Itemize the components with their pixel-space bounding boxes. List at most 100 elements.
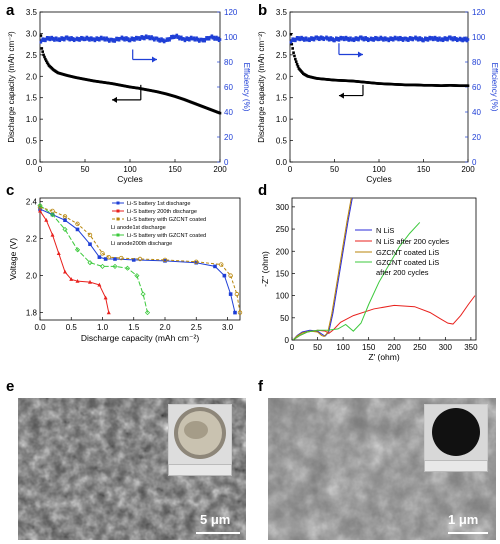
x-tick-label: 100 xyxy=(372,165,386,174)
data-point xyxy=(189,35,193,39)
y-tick-label: 0 xyxy=(285,336,290,345)
legend-label: N LiS xyxy=(376,226,394,235)
sem-image-f: 1 μm xyxy=(268,398,496,540)
data-point xyxy=(346,36,350,40)
data-point xyxy=(335,38,339,42)
y2-axis-label: Efficiency (%) xyxy=(490,63,499,112)
data-point xyxy=(237,310,243,315)
data-point xyxy=(436,39,440,42)
data-point xyxy=(414,35,417,39)
data-point xyxy=(83,38,87,42)
data-point xyxy=(444,38,448,41)
data-point xyxy=(44,217,49,222)
data-point xyxy=(423,38,426,41)
data-point xyxy=(406,37,409,40)
data-point xyxy=(57,37,61,40)
legend-label: GZCNT coated LiS xyxy=(376,258,439,267)
x-tick-label: 250 xyxy=(413,343,427,352)
data-point xyxy=(396,36,399,39)
data-point xyxy=(299,37,302,40)
series-group xyxy=(292,198,476,340)
data-point xyxy=(99,263,106,269)
series-line-3 xyxy=(292,198,352,340)
data-point xyxy=(100,251,105,256)
y-tick-label: 1.8 xyxy=(26,309,38,318)
y-axis-label: -Z" (ohm) xyxy=(260,251,270,287)
data-point xyxy=(122,36,125,40)
y-tick-label: 3.0 xyxy=(26,29,38,38)
data-point xyxy=(399,38,403,41)
data-point xyxy=(450,36,454,40)
data-point xyxy=(44,57,47,61)
y-axis-label: Discharge capacity (mAh cm⁻²) xyxy=(257,31,266,143)
legend-label: Li anode200th discharge xyxy=(111,241,172,247)
data-point xyxy=(62,214,68,219)
data-point xyxy=(309,37,312,41)
x-tick-label: 50 xyxy=(330,165,339,174)
data-point xyxy=(112,38,116,41)
data-point xyxy=(302,39,306,42)
efficiency-arrow-head xyxy=(357,51,363,58)
data-point xyxy=(391,36,394,40)
data-point xyxy=(48,38,52,42)
data-point xyxy=(445,36,448,40)
data-point xyxy=(87,232,93,238)
data-point xyxy=(438,36,441,40)
y-tick-label: 2.2 xyxy=(26,235,38,244)
legend-marker xyxy=(116,217,120,221)
data-point xyxy=(63,37,67,40)
panel-label-b: b xyxy=(258,2,268,19)
data-point xyxy=(465,39,469,43)
y2-tick-label: 80 xyxy=(224,58,233,67)
panel-label-d: d xyxy=(258,182,268,199)
data-point xyxy=(92,37,96,41)
data-point xyxy=(329,36,333,39)
data-point xyxy=(298,38,302,42)
data-point xyxy=(66,37,70,41)
data-point xyxy=(50,35,53,39)
data-point xyxy=(210,34,214,38)
data-point xyxy=(69,277,74,281)
legend-marker xyxy=(116,233,120,237)
data-point xyxy=(71,38,74,42)
data-point xyxy=(289,32,293,36)
data-point xyxy=(462,38,465,41)
data-point xyxy=(205,36,208,39)
data-point xyxy=(40,39,44,42)
data-point xyxy=(319,35,323,39)
data-point xyxy=(367,39,370,43)
data-point xyxy=(373,37,376,41)
data-point xyxy=(194,259,199,264)
data-point xyxy=(180,35,183,39)
data-point xyxy=(95,36,98,39)
data-point xyxy=(132,36,135,40)
data-point xyxy=(317,36,320,39)
data-point xyxy=(234,291,240,297)
data-point xyxy=(202,37,206,41)
y-tick-label: 2.5 xyxy=(276,51,288,60)
chart-a: 0.0 0.5 1.0 1.5 2.0 2.5 3.0 3.5 0 20 40 60 80 100 120 0… xyxy=(7,8,251,184)
data-point xyxy=(459,38,463,42)
x-tick-label: 2.0 xyxy=(159,323,171,332)
y-tick-label: 1.5 xyxy=(276,94,288,103)
data-point xyxy=(429,37,432,41)
data-point xyxy=(228,292,233,296)
data-point xyxy=(310,36,313,39)
data-point xyxy=(339,35,343,39)
data-point xyxy=(293,37,296,41)
data-point xyxy=(463,36,466,40)
data-point xyxy=(390,38,393,42)
data-point xyxy=(103,295,108,300)
data-point xyxy=(43,55,46,59)
data-point xyxy=(215,35,218,39)
data-point xyxy=(137,256,143,262)
x-tick-label: 150 xyxy=(168,165,182,174)
data-point xyxy=(88,39,91,42)
data-point xyxy=(152,36,155,40)
data-point xyxy=(318,36,322,40)
ruler-f xyxy=(424,460,488,472)
data-point xyxy=(134,273,140,279)
data-point xyxy=(383,36,387,39)
data-point xyxy=(426,39,430,42)
data-point xyxy=(142,35,145,39)
